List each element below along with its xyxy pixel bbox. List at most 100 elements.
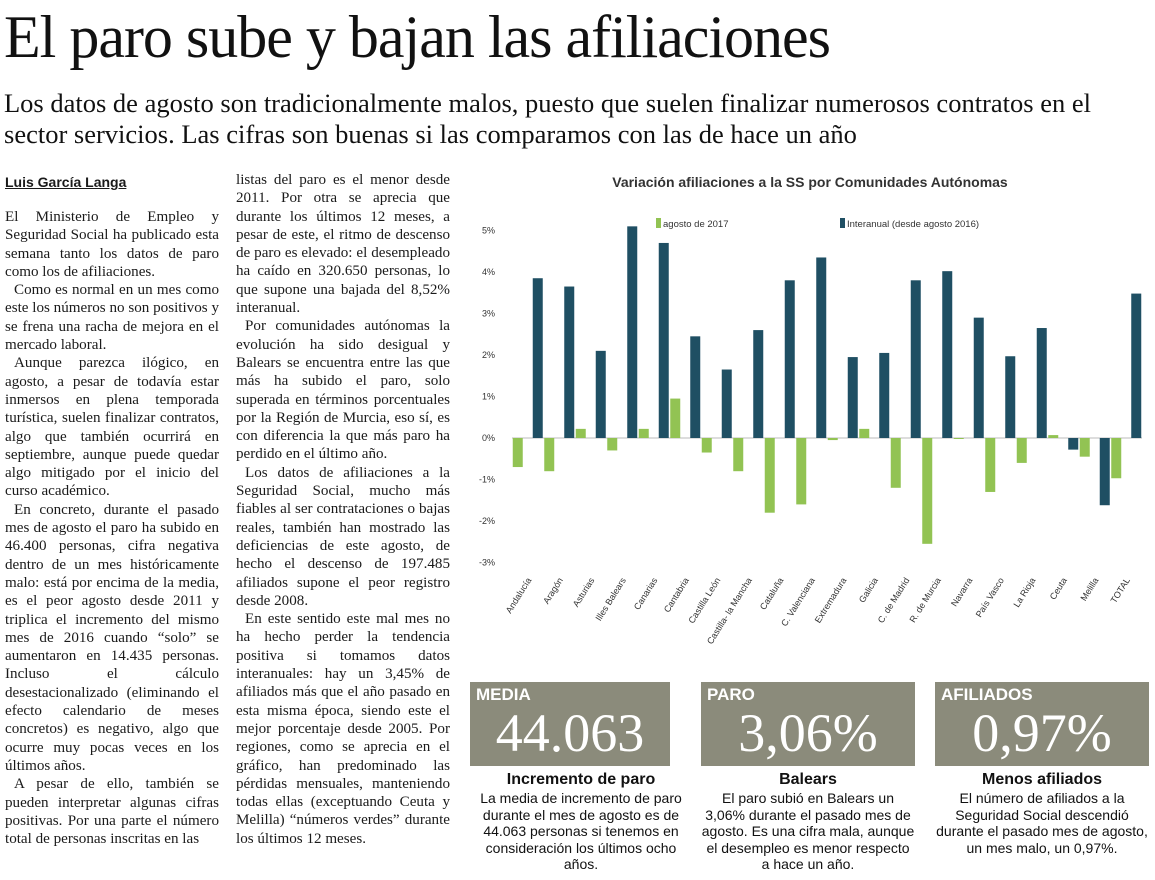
y-tick-label: 5% xyxy=(482,226,495,236)
bar xyxy=(1079,438,1090,457)
x-tick-label: Castilla León xyxy=(686,576,722,625)
chart-title: Variación afiliaciones a la SS por Comun… xyxy=(612,174,1008,190)
x-tick-label: R. de Murcia xyxy=(907,576,943,625)
y-tick-label: 3% xyxy=(482,309,495,319)
bar xyxy=(532,278,543,438)
bar xyxy=(564,286,575,438)
stat-box-afiliados: AFILIADOS 0,97% xyxy=(935,682,1149,766)
bar xyxy=(1111,438,1122,479)
legend-swatch xyxy=(840,218,845,228)
stat-box-paro: PARO 3,06% xyxy=(701,682,915,766)
bar xyxy=(942,271,953,438)
x-tick-label: Andalucía xyxy=(504,576,534,615)
bar xyxy=(890,438,901,488)
x-tick-label: La Rioja xyxy=(1011,576,1037,609)
bar xyxy=(847,357,858,438)
caption-title: Balears xyxy=(779,771,837,788)
bar xyxy=(859,428,870,438)
caption-title: Menos afiliados xyxy=(981,771,1103,788)
bar xyxy=(1131,293,1142,438)
bar xyxy=(796,438,807,505)
stat-label: AFILIADOS xyxy=(941,685,1033,704)
bar xyxy=(827,438,838,441)
x-tick-label: Canarias xyxy=(632,575,660,611)
bar xyxy=(973,317,984,438)
bar xyxy=(922,438,933,544)
stat-value: 3,06% xyxy=(738,703,878,763)
paragraph: En este sentido este mal mes no ha hecho… xyxy=(236,611,450,847)
stat-caption-paro: Balears El paro subió en Balears un 3,06… xyxy=(701,770,915,873)
stat-box-media: MEDIA 44.063 xyxy=(470,682,670,766)
bar xyxy=(721,369,732,438)
y-tick-label: 2% xyxy=(482,350,495,360)
bar xyxy=(1048,435,1059,438)
bar xyxy=(1005,356,1016,438)
bar xyxy=(1068,438,1079,450)
caption-text: La media de incremento de paro durante e… xyxy=(480,790,682,872)
bar xyxy=(953,438,964,439)
bar xyxy=(879,352,890,438)
y-tick-label: -1% xyxy=(479,475,495,485)
bar xyxy=(764,438,775,513)
stat-label: PARO xyxy=(707,685,755,704)
y-tick-label: 1% xyxy=(482,392,495,402)
bar xyxy=(512,438,523,468)
paragraph: Aunque parezca ilógico, en agosto, a pes… xyxy=(5,355,219,500)
bar xyxy=(1016,438,1027,463)
y-tick-label: -2% xyxy=(479,516,495,526)
x-tick-label: Aragón xyxy=(541,576,565,606)
affiliation-chart: Variación afiliaciones a la SS por Comun… xyxy=(470,170,1150,670)
caption-title: Incremento de paro xyxy=(506,771,656,788)
bar xyxy=(544,438,555,472)
bar xyxy=(638,428,649,438)
bar xyxy=(985,438,996,492)
paragraph: Los datos de afiliaciones a la Seguridad… xyxy=(236,464,450,609)
legend-label: Interanual (desde agosto 2016) xyxy=(847,219,979,230)
stat-value: 44.063 xyxy=(495,703,645,763)
paragraph: Por comunidades autónomas la evolución h… xyxy=(236,318,450,463)
chart-svg: 5% 4% 3% 2% 1% 0% -1% -2% -3% agosto de 2017 Inter… xyxy=(479,218,1142,646)
x-tick-label: C. Valenciana xyxy=(779,576,817,628)
stat-label: MEDIA xyxy=(476,685,531,704)
paragraph: Como es normal en un mes como este los n… xyxy=(5,282,219,354)
x-tick-label: Asturias xyxy=(571,575,597,608)
byline: Luis García Langa xyxy=(5,174,127,190)
bar xyxy=(784,280,795,438)
article-column-1: El Ministerio de Empleo y Seguridad Soci… xyxy=(5,208,219,848)
x-tick-label: País Vasco xyxy=(974,576,1006,619)
y-tick-label: 0% xyxy=(482,433,495,443)
bar xyxy=(607,438,618,451)
bar xyxy=(910,280,921,438)
standfirst: Los datos de agosto son tradicionalmente… xyxy=(4,88,1091,149)
x-tick-label: TOTAL xyxy=(1109,576,1132,605)
stat-caption-media: Incremento de paro La media de increment… xyxy=(470,770,692,873)
caption-text: El paro subió en Balears un 3,06% durant… xyxy=(701,790,915,872)
paragraph: El Ministerio de Empleo y Seguridad Soci… xyxy=(5,209,219,280)
bar xyxy=(575,428,586,438)
y-tick-label: -3% xyxy=(479,558,495,568)
x-tick-label: Cantabria xyxy=(662,576,691,614)
x-tick-label: Navarra xyxy=(949,576,974,608)
bar xyxy=(670,398,681,438)
legend-label: agosto de 2017 xyxy=(663,219,729,230)
bar xyxy=(733,438,744,472)
bar xyxy=(701,438,712,453)
x-tick-label: Galicia xyxy=(857,576,880,605)
x-tick-label: Ceuta xyxy=(1048,576,1069,602)
paragraph: En concreto, durante el pasado mes de ag… xyxy=(5,501,219,774)
paragraph: A pesar de ello, también se pueden inter… xyxy=(5,776,219,848)
bar xyxy=(627,226,638,438)
bar xyxy=(1099,438,1110,506)
stat-value: 0,97% xyxy=(972,703,1112,763)
bar xyxy=(1036,328,1047,438)
x-tick-label: C. de Madrid xyxy=(876,576,912,625)
headline: El paro sube y bajan las afiliaciones xyxy=(4,4,831,70)
legend-swatch xyxy=(656,218,661,228)
article-column-2: listas del paro es el menor desde 2011. … xyxy=(236,171,450,848)
bar xyxy=(658,242,669,438)
x-tick-label: Melilla xyxy=(1078,576,1100,603)
x-tick-label: Cataluña xyxy=(758,576,786,612)
bar xyxy=(690,336,701,438)
paragraph: listas del paro es el menor desde 2011. … xyxy=(236,172,450,317)
x-tick-label: Extremadura xyxy=(813,576,849,625)
